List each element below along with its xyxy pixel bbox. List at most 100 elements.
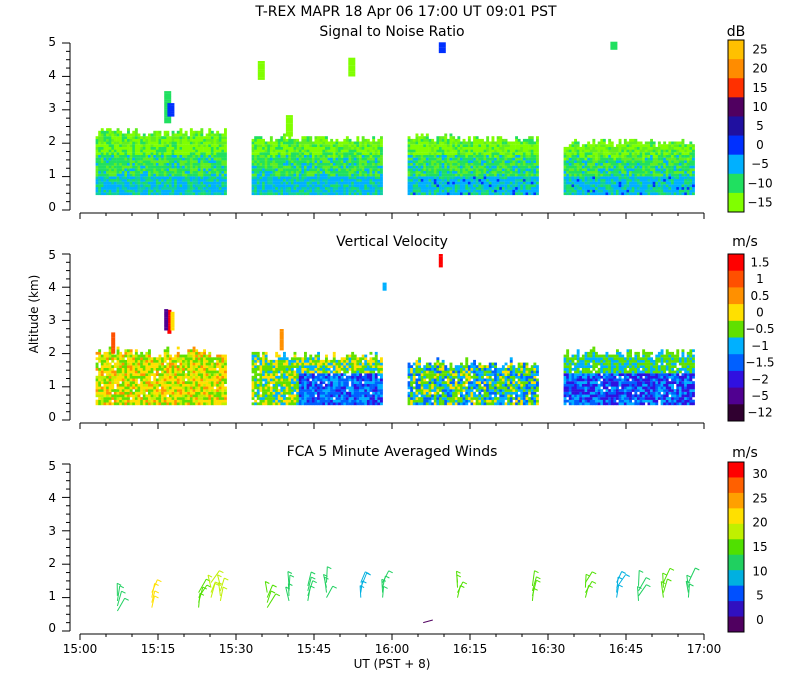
field-cell [134,397,138,400]
field-cell [119,362,123,366]
field-cell [124,176,128,180]
field-cell [530,160,534,163]
field-cell [623,154,627,158]
field-cell [116,373,120,376]
field-cell [452,146,456,150]
field-cell [301,168,305,172]
field-cell [515,146,518,150]
field-cell [616,149,619,153]
field-cell [576,181,580,185]
field-cell [116,357,120,361]
field-cell [330,146,334,150]
field-cell [353,176,357,180]
field-cell [515,162,518,166]
field-cell [650,138,653,142]
field-cell [283,170,286,174]
field-cell [137,391,141,395]
field-cell [200,154,204,158]
field-cell [254,152,258,155]
field-cell [200,141,204,145]
field-cell [213,146,217,150]
field-cell [176,146,180,150]
field-cell [259,184,263,188]
field-cell [452,178,456,182]
field-cell [256,176,260,180]
field-cell [380,189,383,193]
field-cell [304,181,307,185]
field-cell [340,152,344,155]
field-cell [589,152,593,155]
field-cell [161,399,164,403]
field-cell [657,146,661,150]
field-cell [512,192,516,196]
field-cell [161,168,164,172]
field-cell [103,149,107,153]
field-cell [512,160,516,163]
field-cell [293,144,297,147]
field-cell [108,170,112,174]
field-cell [134,130,138,134]
field-cell [356,181,360,185]
field-cell [113,160,117,163]
field-cell [533,165,537,169]
field-cell [161,373,164,376]
field-cell [681,160,685,163]
field-cell [351,165,355,169]
field-cell [374,141,378,145]
field-cell [517,152,521,155]
field-cell [486,192,490,196]
field-cell [483,165,487,169]
field-cell [483,160,487,163]
field-cell [515,165,518,169]
field-cell [103,367,107,371]
field-cell [467,187,471,190]
field-cell [563,146,567,150]
field-cell [171,357,175,361]
field-cell [692,176,695,180]
field-cell [380,154,383,158]
field-cell [290,170,294,174]
field-cell [509,168,513,172]
field-cell [657,170,661,174]
field-cell [140,138,144,142]
field-cell [124,365,128,368]
field-cell [692,144,695,147]
field-cell [665,168,669,172]
field-cell [132,154,136,158]
field-cell [509,149,513,153]
field-cell [166,357,170,361]
field-cell [467,178,471,182]
field-cell [678,162,682,166]
field-cell [692,173,695,177]
field-cell [689,192,693,196]
field-cell [676,165,680,169]
field-cell [377,170,381,174]
field-cell [197,181,201,185]
field-cell [182,178,185,182]
field-cell [129,187,133,190]
field-cell [631,189,635,193]
field-cell [148,178,151,182]
field-cell [137,152,141,155]
field-cell [605,168,609,172]
field-cell [285,176,289,180]
field-cell [164,93,172,97]
field-cell [610,187,614,190]
field-cell [425,173,429,177]
field-cell [197,149,201,153]
field-cell [121,157,125,161]
field-cell [501,149,505,153]
field-cell [153,378,157,382]
field-cell [264,154,268,158]
field-cell [322,189,326,193]
field-cell [444,178,448,182]
field-cell [631,154,635,158]
field-cell [436,157,440,161]
field-cell [660,154,664,158]
field-cell [501,168,505,172]
field-cell [98,149,102,153]
field-cell [124,373,128,376]
field-cell [179,402,183,406]
field-cell [106,389,109,392]
field-cell [290,157,294,161]
